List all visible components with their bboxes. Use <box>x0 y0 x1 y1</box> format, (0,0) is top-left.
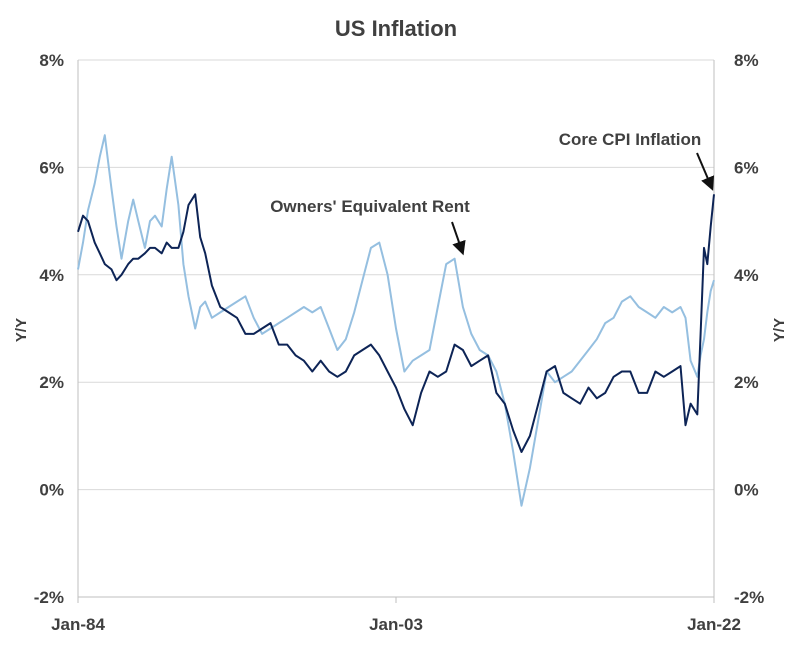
chart-title: US Inflation <box>335 16 457 41</box>
y-tick-label-left: -2% <box>34 588 64 607</box>
series-lines <box>77 134 715 507</box>
y-axis-label-right: Y/Y <box>771 318 788 342</box>
series-line-owners-equivalent-rent <box>77 134 715 507</box>
y-tick-label-left: 4% <box>39 266 64 285</box>
y-tick-label-left: 6% <box>39 158 64 177</box>
y-tick-label-right: 2% <box>734 373 759 392</box>
y-tick-label-right: 4% <box>734 266 759 285</box>
x-tick-label: Jan-03 <box>369 615 423 634</box>
y-axis-label-left: Y/Y <box>13 318 30 342</box>
x-tick-label: Jan-22 <box>687 615 741 634</box>
axes <box>77 60 715 603</box>
y-tick-label-right: 8% <box>734 51 759 70</box>
y-tick-label-left: 2% <box>39 373 64 392</box>
y-tick-label-right: 6% <box>734 158 759 177</box>
series-line-core-cpi-inflation <box>77 193 715 453</box>
y-tick-label-right: 0% <box>734 481 759 500</box>
y-tick-label-right: -2% <box>734 588 764 607</box>
annotation-arrow <box>696 152 715 191</box>
annotation-label: Core CPI Inflation <box>559 130 702 149</box>
annotations: Owners' Equivalent Rent Core CPI Inflatio… <box>270 130 715 256</box>
y-tick-label-left: 0% <box>39 481 64 500</box>
tick-labels: -2% -2% 0% 0% 2% 2% 4% 4% 6% 6% 8% 8% Jan-84 Jan-03 Ja… <box>34 51 764 634</box>
annotation-arrow <box>451 221 466 256</box>
x-tick-label: Jan-84 <box>51 615 105 634</box>
y-tick-label-left: 8% <box>39 51 64 70</box>
annotation-label: Owners' Equivalent Rent <box>270 197 470 216</box>
